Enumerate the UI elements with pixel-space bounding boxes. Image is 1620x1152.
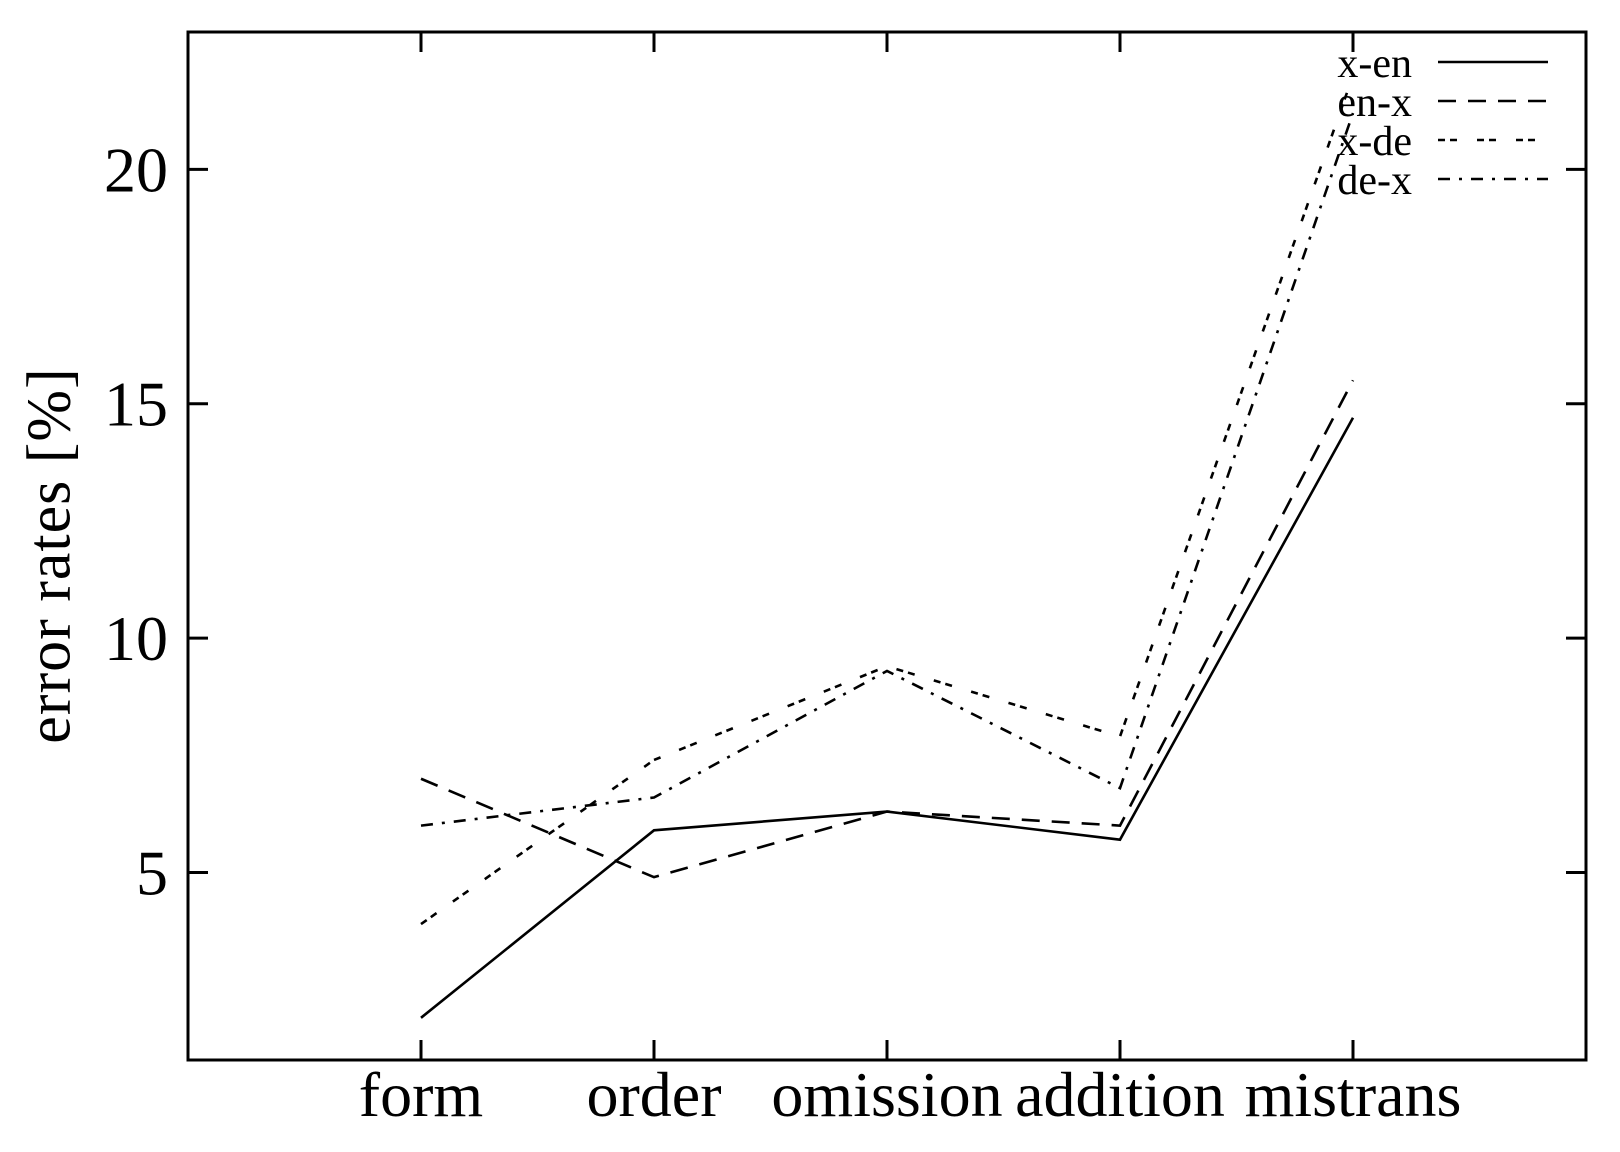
x-tick-label-addition: addition (1015, 1059, 1225, 1130)
legend-label-x-en: x-en (1337, 41, 1412, 87)
y-tick-label-15: 15 (104, 369, 168, 440)
series-line-de-x (420, 112, 1355, 827)
series-line-x-en (420, 417, 1355, 1019)
x-tick-label-order: order (586, 1059, 721, 1130)
x-tick-label-mistrans: mistrans (1245, 1059, 1462, 1130)
series-line-en-x (420, 379, 1355, 879)
y-axis-title: error rates [%] (15, 367, 84, 744)
x-tick-label-omission: omission (771, 1059, 1002, 1130)
y-tick-label-10: 10 (104, 603, 168, 674)
legend-label-en-x: en-x (1337, 80, 1412, 126)
y-tick-label-20: 20 (104, 134, 168, 205)
x-tick-label-form: form (359, 1059, 483, 1130)
y-tick-label-5: 5 (136, 837, 168, 908)
legend-label-x-de: x-de (1337, 119, 1412, 165)
legend-label-de-x: de-x (1337, 158, 1412, 204)
series-line-x-de (420, 75, 1355, 926)
